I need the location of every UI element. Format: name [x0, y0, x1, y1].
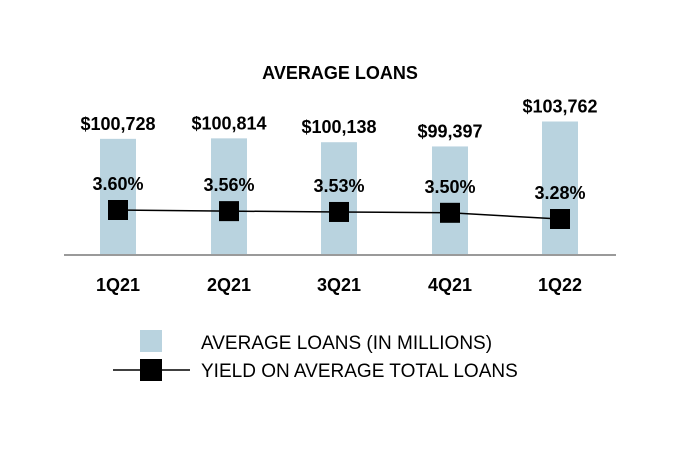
yield-value-label: 3.28%: [534, 183, 585, 203]
bar-4q21: [432, 146, 468, 255]
legend: AVERAGE LOANS (IN MILLIONS) YIELD ON AVE…: [113, 330, 518, 382]
bar-3q21: [321, 142, 357, 255]
yield-marker: [329, 201, 349, 222]
legend-swatch-bar: [140, 330, 162, 352]
bar-1q22: [542, 121, 578, 255]
yield-marker: [219, 201, 239, 222]
chart-title: AVERAGE LOANS: [262, 63, 418, 83]
bar-value-label: $100,728: [80, 114, 155, 134]
bar-value-label: $99,397: [417, 121, 482, 141]
yield-marker: [550, 209, 570, 229]
yield-marker: [440, 202, 460, 223]
yield-label-group: 3.60% 3.56% 3.53% 3.50% 3.28%: [92, 174, 585, 203]
bar-value-label: $103,762: [522, 97, 597, 117]
bar-1q21: [100, 138, 136, 255]
yield-line-group: [108, 200, 570, 229]
x-tick-label: 4Q21: [428, 275, 472, 295]
legend-marker-yield: [140, 359, 162, 381]
x-tick-label: 1Q21: [96, 275, 140, 295]
yield-value-label: 3.60%: [92, 174, 143, 194]
x-tick-label: 3Q21: [317, 275, 361, 295]
x-tick-label: 1Q22: [538, 275, 582, 295]
yield-marker: [108, 200, 128, 220]
legend-label-bar: AVERAGE LOANS (IN MILLIONS): [201, 333, 492, 354]
yield-value-label: 3.53%: [313, 176, 364, 196]
bar-2q21: [211, 138, 247, 255]
bar-value-label: $100,814: [191, 113, 266, 133]
bar-label-group: $100,728 $100,814 $100,138 $99,397 $103,762: [80, 97, 597, 142]
yield-value-label: 3.56%: [203, 175, 254, 195]
legend-label-yield: YIELD ON AVERAGE TOTAL LOANS: [201, 361, 518, 382]
bar-value-label: $100,138: [301, 117, 376, 137]
bar-group: [100, 121, 578, 255]
x-tick-group: 1Q21 2Q21 3Q21 4Q21 1Q22: [96, 275, 582, 295]
x-tick-label: 2Q21: [207, 275, 251, 295]
yield-value-label: 3.50%: [424, 177, 475, 197]
